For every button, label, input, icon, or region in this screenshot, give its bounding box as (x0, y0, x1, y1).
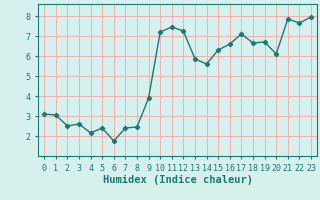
X-axis label: Humidex (Indice chaleur): Humidex (Indice chaleur) (103, 175, 252, 185)
